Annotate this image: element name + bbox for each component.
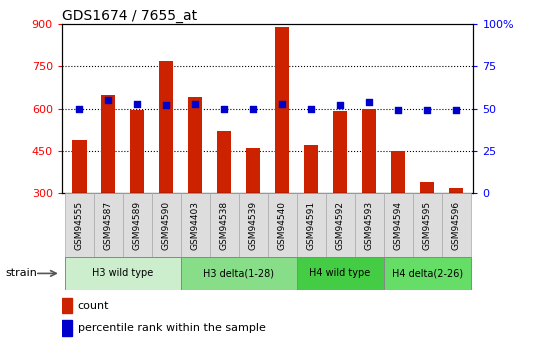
Text: GSM94594: GSM94594: [394, 200, 402, 250]
Text: GSM94539: GSM94539: [249, 200, 258, 250]
Bar: [62, 298, 72, 313]
Text: GDS1674 / 7655_at: GDS1674 / 7655_at: [62, 9, 197, 23]
Text: GSM94591: GSM94591: [307, 200, 316, 250]
Bar: [239, 193, 268, 257]
Bar: [188, 97, 202, 193]
Text: GSM94595: GSM94595: [422, 200, 431, 250]
Bar: [391, 151, 405, 193]
Point: [336, 102, 344, 108]
Bar: [333, 111, 348, 193]
Bar: [159, 61, 173, 193]
Text: GSM94590: GSM94590: [162, 200, 171, 250]
Bar: [449, 188, 463, 193]
Bar: [304, 145, 318, 193]
Bar: [275, 27, 289, 193]
Point: [307, 106, 315, 111]
Point: [394, 108, 402, 113]
Bar: [384, 257, 471, 290]
Text: GSM94592: GSM94592: [336, 200, 345, 250]
Bar: [94, 193, 123, 257]
Text: strain: strain: [5, 268, 37, 278]
Bar: [268, 193, 296, 257]
Text: H4 wild type: H4 wild type: [309, 268, 371, 278]
Bar: [413, 193, 442, 257]
Bar: [72, 140, 87, 193]
Bar: [152, 193, 181, 257]
Text: GSM94540: GSM94540: [278, 200, 287, 250]
Point: [365, 99, 373, 105]
Bar: [101, 95, 116, 193]
Bar: [442, 193, 471, 257]
Text: GSM94555: GSM94555: [75, 200, 84, 250]
Bar: [362, 109, 377, 193]
Bar: [296, 193, 325, 257]
Point: [423, 108, 431, 113]
Bar: [296, 257, 384, 290]
Point: [278, 101, 286, 106]
Bar: [181, 257, 296, 290]
Point: [220, 106, 229, 111]
Text: GSM94403: GSM94403: [190, 200, 200, 250]
Bar: [384, 193, 413, 257]
Point: [249, 106, 258, 111]
Text: H3 delta(1-28): H3 delta(1-28): [203, 268, 274, 278]
Bar: [217, 131, 231, 193]
Point: [162, 102, 171, 108]
Bar: [123, 193, 152, 257]
Point: [75, 106, 83, 111]
Bar: [420, 182, 434, 193]
Text: H4 delta(2-26): H4 delta(2-26): [392, 268, 463, 278]
Text: H3 wild type: H3 wild type: [92, 268, 153, 278]
Bar: [210, 193, 239, 257]
Text: GSM94587: GSM94587: [104, 200, 113, 250]
Text: count: count: [77, 301, 109, 311]
Text: GSM94596: GSM94596: [451, 200, 461, 250]
Point: [133, 101, 141, 106]
Text: GSM94593: GSM94593: [365, 200, 373, 250]
Bar: [130, 110, 145, 193]
Text: percentile rank within the sample: percentile rank within the sample: [77, 323, 265, 333]
Bar: [246, 148, 260, 193]
Point: [104, 97, 112, 103]
Bar: [355, 193, 384, 257]
Bar: [65, 257, 181, 290]
Point: [191, 101, 200, 106]
Point: [452, 108, 461, 113]
Bar: [62, 320, 72, 336]
Bar: [65, 193, 94, 257]
Text: GSM94589: GSM94589: [133, 200, 141, 250]
Text: GSM94538: GSM94538: [220, 200, 229, 250]
Bar: [181, 193, 210, 257]
Bar: [325, 193, 355, 257]
